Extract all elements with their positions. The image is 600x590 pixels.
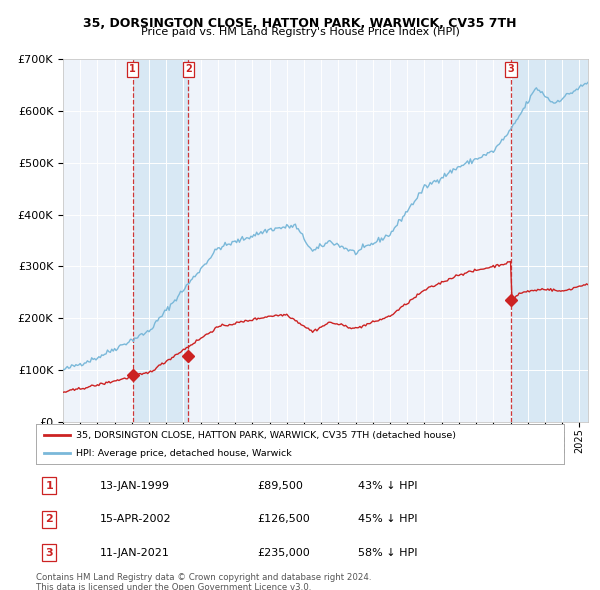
Text: £89,500: £89,500: [258, 481, 304, 490]
Text: 58% ↓ HPI: 58% ↓ HPI: [358, 548, 418, 558]
Text: 45% ↓ HPI: 45% ↓ HPI: [358, 514, 418, 524]
Text: 13-JAN-1999: 13-JAN-1999: [100, 481, 169, 490]
Text: This data is licensed under the Open Government Licence v3.0.: This data is licensed under the Open Gov…: [36, 583, 311, 590]
Text: 35, DORSINGTON CLOSE, HATTON PARK, WARWICK, CV35 7TH: 35, DORSINGTON CLOSE, HATTON PARK, WARWI…: [83, 17, 517, 30]
Bar: [133, 59, 188, 422]
Text: 15-APR-2002: 15-APR-2002: [100, 514, 171, 524]
Text: 3: 3: [508, 64, 514, 74]
Text: Price paid vs. HM Land Registry's House Price Index (HPI): Price paid vs. HM Land Registry's House …: [140, 27, 460, 37]
Text: 2: 2: [185, 64, 192, 74]
Text: £126,500: £126,500: [258, 514, 311, 524]
Text: 35, DORSINGTON CLOSE, HATTON PARK, WARWICK, CV35 7TH (detached house): 35, DORSINGTON CLOSE, HATTON PARK, WARWI…: [76, 431, 455, 440]
Text: 3: 3: [46, 548, 53, 558]
Text: £235,000: £235,000: [258, 548, 311, 558]
Text: HPI: Average price, detached house, Warwick: HPI: Average price, detached house, Warw…: [76, 449, 292, 458]
Text: 1: 1: [46, 481, 53, 490]
Text: 43% ↓ HPI: 43% ↓ HPI: [358, 481, 418, 490]
Text: 2: 2: [46, 514, 53, 524]
Text: 11-JAN-2021: 11-JAN-2021: [100, 548, 169, 558]
Bar: [511, 59, 588, 422]
Text: 1: 1: [129, 64, 136, 74]
Text: Contains HM Land Registry data © Crown copyright and database right 2024.: Contains HM Land Registry data © Crown c…: [36, 573, 371, 582]
